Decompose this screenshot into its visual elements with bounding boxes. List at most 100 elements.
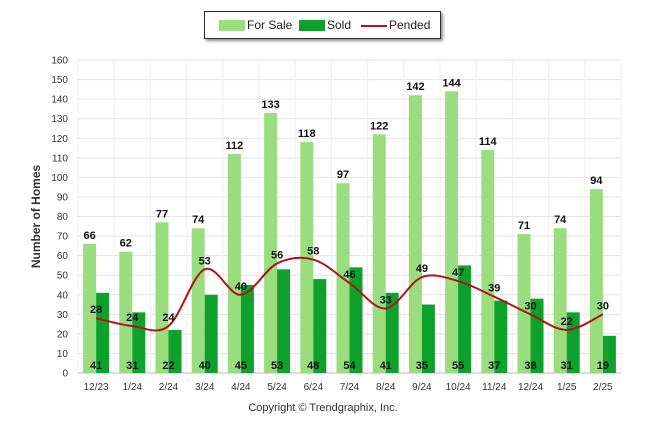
legend-label-sold: Sold <box>327 18 352 32</box>
bar-for-sale <box>83 243 97 373</box>
data-label-pended: 22 <box>561 316 573 328</box>
data-label-pended: 58 <box>307 246 319 258</box>
y-tick-label: 160 <box>51 56 68 67</box>
bar-sold <box>602 335 616 373</box>
data-label-for-sale: 66 <box>83 230 95 242</box>
x-tick-label: 11/24 <box>482 382 507 393</box>
x-tick-label: 2/25 <box>593 382 613 393</box>
data-label-pended: 46 <box>343 269 355 281</box>
data-label-sold: 41 <box>380 360 392 372</box>
bar-sold <box>530 298 544 373</box>
data-label-sold: 41 <box>90 360 102 372</box>
data-label-for-sale: 118 <box>298 128 316 140</box>
y-tick-label: 40 <box>57 290 69 301</box>
y-tick-label: 130 <box>51 114 68 125</box>
bar-for-sale <box>227 153 241 373</box>
bar-for-sale <box>481 149 495 373</box>
y-tick-label: 150 <box>51 75 68 86</box>
bar-for-sale <box>445 91 459 374</box>
x-tick-label: 1/24 <box>123 382 143 393</box>
x-tick-label: 6/24 <box>304 382 324 393</box>
data-label-sold: 22 <box>162 360 174 372</box>
data-label-sold: 31 <box>126 360 138 372</box>
data-label-sold: 19 <box>597 360 609 372</box>
data-label-pended: 53 <box>199 255 211 267</box>
x-tick-label: 12/24 <box>518 382 543 393</box>
x-tick-label: 1/25 <box>557 382 577 393</box>
y-tick-label: 0 <box>62 369 68 380</box>
bar-sold <box>168 329 182 373</box>
bar-for-sale <box>408 95 422 374</box>
bar-sold <box>277 269 291 373</box>
bar-sold <box>349 267 363 373</box>
data-label-for-sale: 97 <box>337 169 349 181</box>
line-pended <box>95 256 604 332</box>
data-label-for-sale: 122 <box>370 120 388 132</box>
data-label-sold: 54 <box>343 360 356 372</box>
bar-sold <box>494 300 508 373</box>
data-label-pended: 56 <box>271 249 283 261</box>
data-label-for-sale: 77 <box>156 208 168 220</box>
bar-sold <box>385 292 399 373</box>
bar-sold <box>240 284 254 373</box>
bar-sold <box>204 294 218 373</box>
data-label-pended: 47 <box>452 267 464 279</box>
x-tick-label: 12/23 <box>84 382 109 393</box>
data-label-for-sale: 142 <box>406 81 424 93</box>
data-label-sold: 37 <box>488 360 500 372</box>
bar-for-sale <box>517 234 531 373</box>
data-label-sold: 40 <box>199 360 211 372</box>
data-label-pended: 39 <box>488 283 500 295</box>
y-tick-label: 30 <box>57 310 69 321</box>
data-label-pended: 40 <box>235 281 247 293</box>
y-axis-title: Number of Homes <box>29 165 43 269</box>
data-label-pended: 30 <box>524 300 536 312</box>
bar-for-sale <box>372 134 386 373</box>
data-label-pended: 24 <box>162 312 175 324</box>
data-label-pended: 33 <box>380 294 392 306</box>
data-label-pended: 49 <box>416 263 428 275</box>
bar-for-sale <box>119 251 133 373</box>
x-tick-label: 7/24 <box>340 382 360 393</box>
x-tick-label: 4/24 <box>231 382 251 393</box>
x-tick-label: 9/24 <box>412 382 432 393</box>
y-tick-label: 80 <box>57 212 69 223</box>
data-label-for-sale: 94 <box>590 175 603 187</box>
y-tick-label: 20 <box>57 329 69 340</box>
data-label-sold: 53 <box>271 360 283 372</box>
data-label-for-sale: 133 <box>261 99 279 111</box>
data-label-for-sale: 144 <box>442 77 461 89</box>
bar-for-sale <box>589 189 603 373</box>
legend-label-pended: Pended <box>389 18 431 32</box>
data-label-sold: 45 <box>235 360 247 372</box>
data-label-pended: 30 <box>597 300 609 312</box>
legend-swatch-for-sale <box>219 20 245 31</box>
bar-sold <box>313 279 327 373</box>
legend-swatch-sold <box>299 20 325 31</box>
data-label-sold: 55 <box>452 360 464 372</box>
x-tick-label: 5/24 <box>267 382 287 393</box>
y-tick-label: 120 <box>51 134 68 145</box>
y-tick-label: 110 <box>52 153 68 164</box>
bar-sold <box>96 292 110 373</box>
data-label-pended: 28 <box>90 304 102 316</box>
y-tick-label: 60 <box>57 251 69 262</box>
bar-for-sale <box>553 228 567 373</box>
y-tick-label: 140 <box>51 95 68 106</box>
data-label-for-sale: 112 <box>226 140 244 152</box>
data-label-sold: 35 <box>416 360 428 372</box>
legend-label-for-sale: For Sale <box>247 18 293 32</box>
bar-for-sale <box>264 112 278 373</box>
data-label-for-sale: 114 <box>479 136 498 148</box>
bar-for-sale <box>191 228 205 373</box>
x-tick-label: 3/24 <box>195 382 215 393</box>
data-label-sold: 38 <box>524 360 536 372</box>
y-tick-label: 70 <box>57 232 69 243</box>
x-tick-label: 2/24 <box>159 382 179 393</box>
data-label-for-sale: 62 <box>120 238 132 250</box>
data-label-for-sale: 74 <box>192 214 205 226</box>
data-label-sold: 31 <box>561 360 573 372</box>
legend-swatch-pended <box>361 25 387 27</box>
